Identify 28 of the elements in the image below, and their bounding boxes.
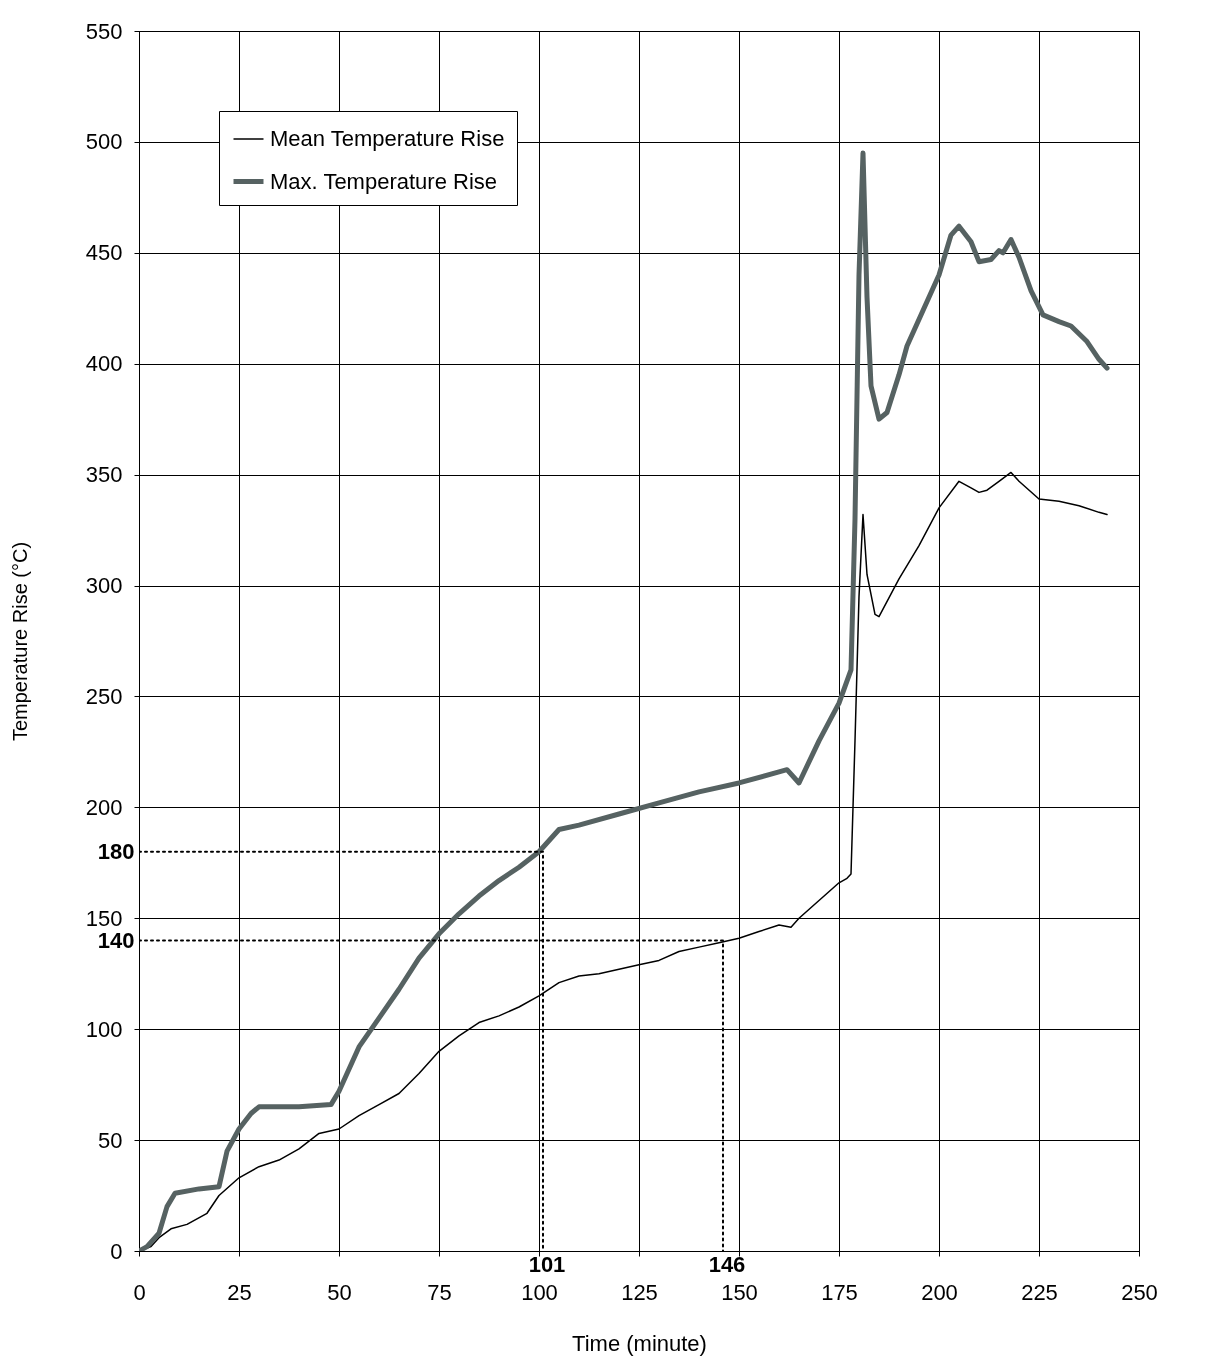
y-tick-label: 350 xyxy=(85,462,123,488)
x-tick-label: 225 xyxy=(1021,1279,1058,1305)
x-tick-label: 175 xyxy=(821,1279,858,1305)
y-tick-label: 0 xyxy=(110,1238,123,1264)
annotation: 146 xyxy=(708,1252,746,1277)
y-tick-label: 500 xyxy=(85,129,123,155)
y-tick-label: 100 xyxy=(85,1016,123,1042)
y-tick-label: 550 xyxy=(85,18,123,44)
y-tick-label: 400 xyxy=(85,351,123,377)
x-tick-label: 100 xyxy=(521,1279,558,1305)
x-tick-label: 200 xyxy=(921,1279,958,1305)
x-tick-label: 125 xyxy=(621,1279,658,1305)
y-tick-label: 450 xyxy=(85,240,123,266)
annotation: 101 xyxy=(528,1252,566,1277)
x-axis-title: Time (minute) xyxy=(572,1330,707,1356)
y-tick-label: 200 xyxy=(85,794,123,820)
x-tick-label: 250 xyxy=(1121,1279,1158,1305)
y-tick-label: 50 xyxy=(98,1127,123,1153)
y-tick-label: 250 xyxy=(85,683,123,709)
y-axis-title: Temperature Rise (°C) xyxy=(8,541,31,742)
legend-label: Mean Temperature Rise xyxy=(270,126,505,151)
x-tick-label: 150 xyxy=(721,1279,758,1305)
x-tick-label: 25 xyxy=(227,1279,252,1305)
y-tick-label: 300 xyxy=(85,573,123,599)
legend-label: Max. Temperature Rise xyxy=(270,168,498,194)
y-tick-label: 180 xyxy=(97,839,135,865)
x-tick-label: 50 xyxy=(327,1279,352,1305)
x-tick-label: 75 xyxy=(427,1279,452,1305)
